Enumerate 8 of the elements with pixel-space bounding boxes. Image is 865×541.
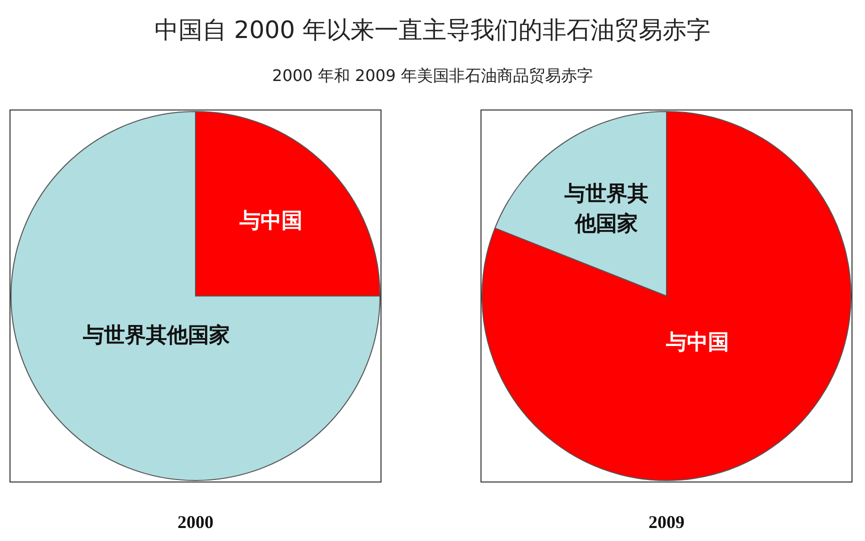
- text: 2000 年和 2009 年美国非石油商品贸易赤字: [272, 66, 593, 85]
- text: 中国自 2000 年以来一直主导我们的非石油贸易赤字: [154, 16, 711, 44]
- slice-label: 与世界其他国家: [563, 181, 648, 236]
- slice-label: 与中国: [238, 208, 303, 232]
- slice-label: 与中国: [665, 330, 730, 354]
- text: 2000: [178, 512, 214, 532]
- text: 2009: [648, 512, 684, 532]
- slice-label: 与世界其他国家: [82, 323, 230, 348]
